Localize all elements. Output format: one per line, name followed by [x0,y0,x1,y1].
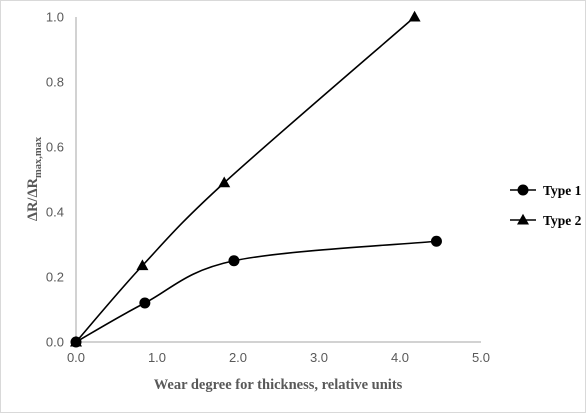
series-line [75,240,437,343]
data-point [139,297,151,309]
y-axis-label-subscript: max,max [33,136,44,178]
legend-label: Type 1 [543,183,582,198]
data-point [70,335,82,347]
series-line [75,16,416,343]
series-1 [70,235,442,348]
data-point [218,176,231,188]
legend-item: Type 1 [510,183,582,198]
y-tick-label: 1.0 [46,10,64,25]
y-tick-label: 0.4 [46,205,64,220]
y-tick-label: 0.0 [46,335,64,350]
x-tick-labels: 0.0 1.0 2.0 3.0 4.0 5.0 [67,350,490,365]
axes [75,17,481,343]
data-point [136,259,149,271]
x-tick-label: 0.0 [67,350,85,365]
legend: Type 1 Type 2 [510,183,582,228]
x-tick-label: 2.0 [229,350,247,365]
y-tick-labels: 0.0 0.2 0.4 0.6 0.8 1.0 [46,10,64,350]
legend-label: Type 2 [543,213,582,228]
x-tick-label: 1.0 [148,350,166,365]
legend-marker [517,213,529,225]
y-axis-label-base: ΔR/ΔR [25,177,41,221]
legend-item: Type 2 [510,213,582,228]
data-point [228,255,240,267]
x-axis-label: Wear degree for thickness, relative unit… [154,377,403,393]
y-tick-label: 0.8 [46,75,64,90]
x-tick-label: 4.0 [391,350,409,365]
y-axis-label: ΔR/ΔRmax,max [25,136,44,221]
y-tick-label: 0.2 [46,270,64,285]
data-point [408,10,421,22]
legend-marker [517,184,529,196]
x-tick-label: 3.0 [310,350,328,365]
data-point [430,235,442,247]
x-tick-label: 5.0 [472,350,490,365]
series-layer [70,10,442,348]
y-tick-label: 0.6 [46,140,64,155]
series-2 [70,10,421,347]
